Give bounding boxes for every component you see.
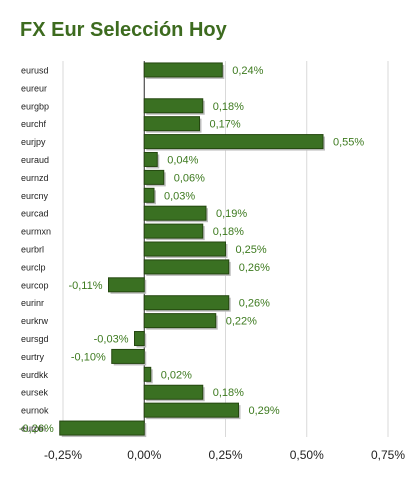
category-label: eurchf [21, 119, 47, 129]
bar [59, 420, 145, 436]
bar [143, 223, 204, 239]
bar [134, 331, 145, 347]
bar [143, 259, 230, 275]
value-label: 0,22% [226, 316, 257, 328]
value-label: 0,25% [236, 244, 267, 256]
value-label: 0,29% [249, 405, 280, 417]
value-label: 0,06% [174, 172, 205, 184]
bar [108, 277, 145, 293]
chart-title: FX Eur Selección Hoy [20, 19, 227, 41]
bar [143, 313, 217, 329]
category-label: eurcop [21, 280, 49, 290]
value-label: 0,26% [239, 262, 270, 274]
bar [143, 187, 155, 203]
value-label: 0,18% [213, 387, 244, 399]
category-label: eurinr [21, 298, 44, 308]
bar [143, 62, 223, 78]
value-label: 0,04% [167, 154, 198, 166]
value-label: 0,17% [210, 119, 241, 131]
category-label: eureur [21, 83, 47, 93]
x-tick-label: -0,25% [44, 448, 82, 462]
value-label: 0,55% [333, 137, 364, 149]
value-label: 0,26% [239, 298, 270, 310]
category-label: eurcad [21, 209, 49, 219]
bar [143, 366, 152, 382]
category-label: eurkrw [21, 316, 49, 326]
value-label: -0,10% [71, 351, 106, 363]
category-label: eurbrl [21, 245, 44, 255]
category-label: eurcny [21, 191, 49, 201]
category-label: eurpln [21, 424, 46, 434]
x-tick-label: 0,00% [127, 448, 161, 462]
value-label: 0,03% [164, 190, 195, 202]
category-label: eurnzd [21, 173, 49, 183]
x-tick-label: 0,50% [290, 448, 324, 462]
bar [143, 169, 165, 185]
category-label: euraud [21, 155, 49, 165]
value-label: 0,18% [213, 101, 244, 113]
category-label: eursgd [21, 334, 49, 344]
category-label: eurnok [21, 406, 49, 416]
x-tick-label: 0,75% [371, 448, 405, 462]
category-label: eursek [21, 388, 49, 398]
value-label: -0,03% [94, 334, 129, 346]
bar [143, 295, 230, 311]
bar [143, 402, 239, 418]
bar [143, 151, 158, 167]
value-label: 0,19% [216, 208, 247, 220]
bar [143, 241, 226, 257]
bar [143, 205, 207, 221]
bar [143, 384, 204, 400]
category-label: eurgbp [21, 101, 49, 111]
value-label: 0,18% [213, 226, 244, 238]
bar [143, 116, 200, 132]
category-label: eurjpy [21, 137, 46, 147]
bar [143, 98, 204, 114]
category-label: eurmxn [21, 227, 51, 237]
category-label: eurtry [21, 352, 45, 362]
x-tick-label: 0,25% [208, 448, 242, 462]
category-label: eurclp [21, 262, 46, 272]
category-label: eurusd [21, 65, 49, 75]
value-label: -0,26% [19, 423, 54, 435]
value-label: 0,24% [232, 65, 263, 77]
category-label: eurdkk [21, 370, 49, 380]
bar [143, 134, 324, 150]
value-label: 0,02% [161, 369, 192, 381]
value-label: -0,11% [68, 280, 102, 292]
bar [111, 348, 145, 364]
